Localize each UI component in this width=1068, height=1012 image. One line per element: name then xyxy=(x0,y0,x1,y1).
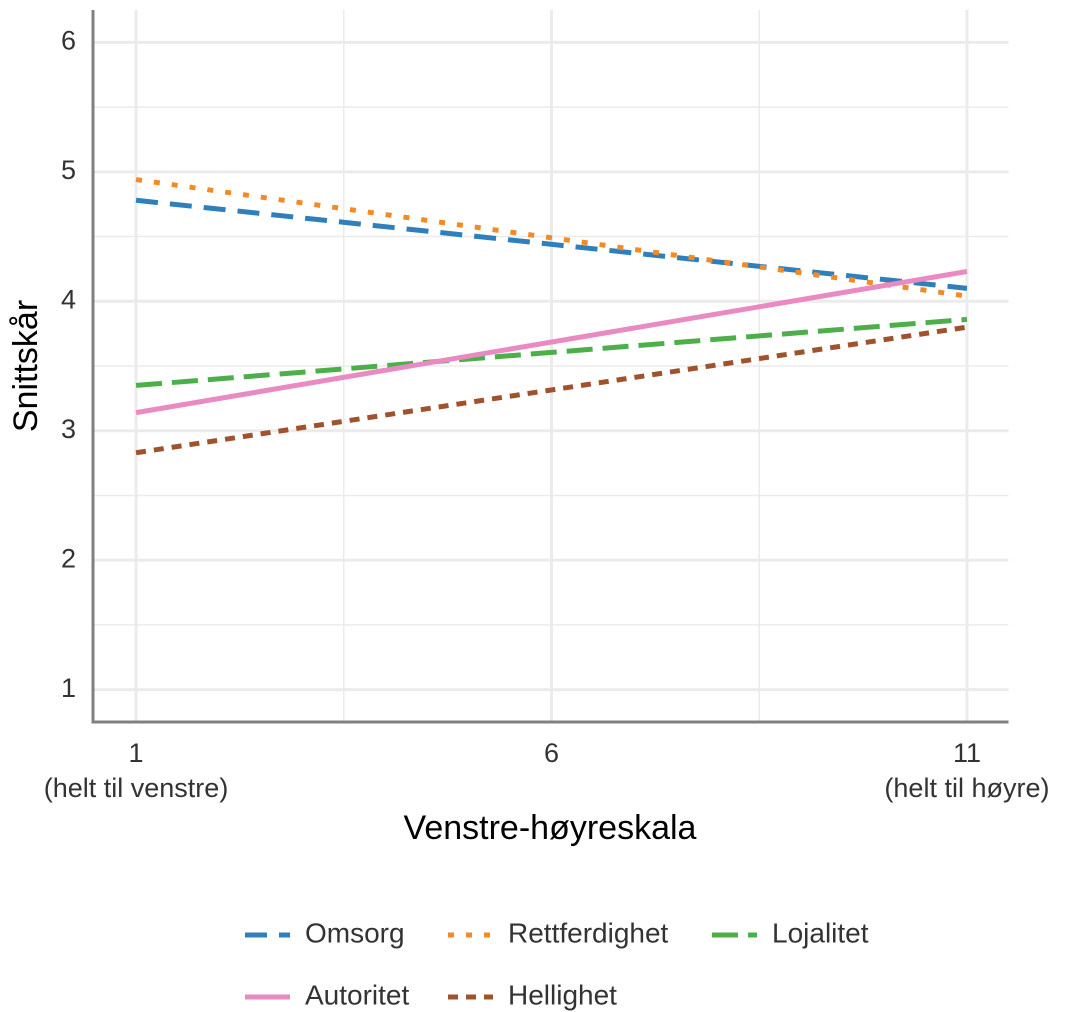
x-tick-note: (helt til venstre) xyxy=(44,773,229,803)
x-tick-label: 11 xyxy=(953,738,981,768)
series-line xyxy=(135,316,968,388)
y-axis-title: Snittskår xyxy=(7,300,45,432)
y-tick-label: 4 xyxy=(61,284,76,314)
grid xyxy=(94,10,1009,722)
y-tick-label: 3 xyxy=(61,414,76,444)
series-line xyxy=(135,324,968,456)
legend-label: Lojalitet xyxy=(772,917,869,948)
y-tick-label: 6 xyxy=(61,25,76,55)
x-tick-label: 6 xyxy=(544,738,559,768)
x-axis-title: Venstre-høyreskala xyxy=(404,809,697,847)
series-line xyxy=(135,269,968,416)
y-tick-label: 5 xyxy=(61,155,76,185)
series-line xyxy=(135,177,968,299)
legend-label: Hellighet xyxy=(508,979,617,1010)
legend-label: Autoritet xyxy=(305,979,409,1010)
legend-label: Omsorg xyxy=(305,917,405,948)
x-tick-note: (helt til høyre) xyxy=(884,773,1049,803)
y-tick-label: 2 xyxy=(61,543,76,573)
y-tick-label: 1 xyxy=(61,673,76,703)
x-tick-label: 1 xyxy=(129,738,144,768)
legend-label: Rettferdighet xyxy=(508,917,669,948)
series-line xyxy=(135,197,968,291)
